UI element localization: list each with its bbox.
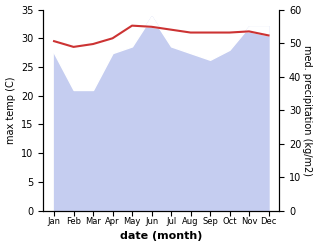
Y-axis label: max temp (C): max temp (C) — [5, 76, 16, 144]
Y-axis label: med. precipitation (kg/m2): med. precipitation (kg/m2) — [302, 45, 313, 176]
X-axis label: date (month): date (month) — [120, 231, 203, 242]
